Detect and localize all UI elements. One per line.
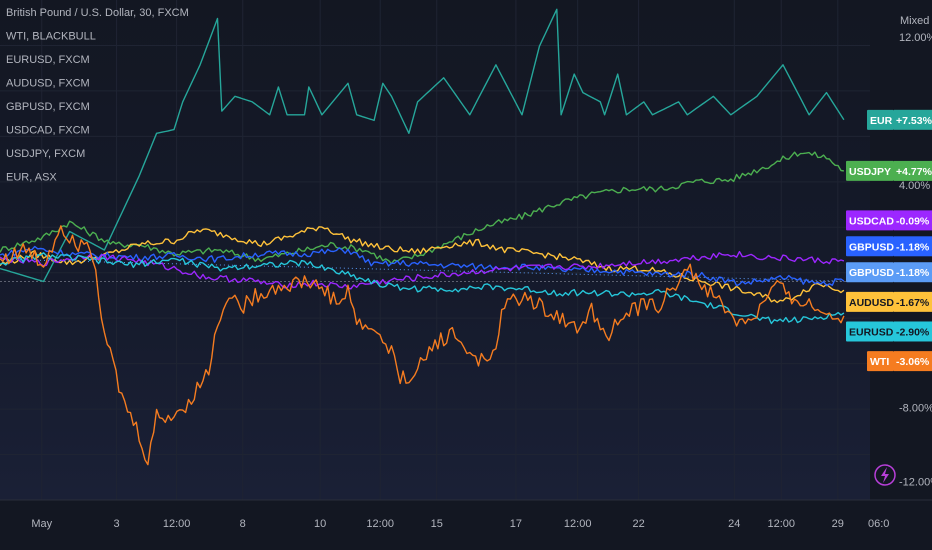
x-tick-label[interactable]: 12:00: [366, 518, 394, 530]
y-tick-label[interactable]: 4.00%: [899, 180, 930, 192]
price-tag-value: -1.67%: [896, 297, 930, 309]
price-tag[interactable]: AUDUSD -1.67%: [846, 291, 932, 312]
price-tag-value: +4.77%: [896, 166, 932, 178]
price-tag-label: WTI: [870, 356, 889, 368]
price-tag-label-bg: [846, 160, 894, 181]
price-tag[interactable]: GBPUSD -1.18%: [846, 236, 932, 257]
price-tag-label: AUDUSD: [849, 297, 894, 309]
legend-item[interactable]: USDJPY, FXCM: [6, 148, 85, 160]
price-tag-label: USDJPY: [849, 166, 891, 178]
price-tag-value-bg: [894, 109, 932, 130]
price-tag-value: -2.90%: [896, 326, 930, 338]
price-tag-label-bg: [867, 109, 894, 130]
series-line-eur: [0, 8, 845, 283]
legend-item[interactable]: USDCAD, FXCM: [6, 125, 90, 137]
x-axis[interactable]: May 3 12:00 8 10 12:00 15 17 12:00 22 24 12:00 29 06:…: [31, 518, 889, 530]
price-tag[interactable]: GBPUSD -1.18%: [846, 262, 932, 283]
price-tag-label: GBPUSD: [849, 267, 894, 279]
price-tag[interactable]: EUR +7.53%: [867, 109, 932, 130]
price-tag-label-bg: [867, 351, 894, 372]
price-tag[interactable]: USDJPY +4.77%: [846, 160, 932, 181]
price-tag-label-bg: [846, 291, 894, 312]
x-tick-label[interactable]: 10: [314, 518, 326, 530]
price-tag-label-bg: [846, 262, 894, 283]
price-tag-value-bg: [894, 351, 932, 372]
x-tick-label[interactable]: 3: [114, 518, 120, 530]
price-tag-label: EUR: [870, 115, 893, 127]
price-tag[interactable]: USDCAD -0.09%: [846, 210, 932, 231]
y-tick-label[interactable]: -12.00%: [899, 476, 932, 488]
plot-background: [0, 0, 870, 500]
y-axis[interactable]: 12.00% 4.00% -8.00% -12.00%: [899, 32, 932, 488]
y-tick-label[interactable]: -8.00%: [899, 402, 932, 414]
price-tag-label-bg: [846, 321, 894, 342]
price-tag-label: EURUSD: [849, 326, 894, 338]
x-tick-label[interactable]: 22: [632, 518, 644, 530]
price-tag-label-bg: [846, 236, 894, 257]
price-tag[interactable]: EURUSD -2.90%: [846, 321, 932, 342]
price-tag-value-bg: [894, 291, 932, 312]
x-tick-label[interactable]: 06:0: [868, 518, 889, 530]
x-tick-label[interactable]: May: [31, 518, 52, 530]
price-tag-value-bg: [894, 262, 932, 283]
x-tick-label[interactable]: 12:00: [163, 518, 191, 530]
legend: British Pound / U.S. Dollar, 30, FXCM WTI…: [6, 7, 189, 184]
price-tags: EUR +7.53%USDJPY +4.77%USDCAD -0.09%GBPUSD -…: [846, 109, 932, 372]
price-tag-label: GBPUSD: [849, 241, 894, 253]
series-line-audusd: [0, 226, 845, 304]
series-layer: [0, 8, 845, 466]
price-tag-label: USDCAD: [849, 215, 894, 227]
price-tag-value: -0.09%: [896, 215, 930, 227]
legend-item[interactable]: EUR, ASX: [6, 172, 57, 184]
legend-item[interactable]: GBPUSD, FXCM: [6, 101, 90, 113]
lightning-icon[interactable]: [874, 464, 896, 486]
price-tag-value-bg: [894, 160, 932, 181]
legend-item[interactable]: AUDUSD, FXCM: [6, 78, 90, 90]
price-tag-value: -3.06%: [896, 356, 930, 368]
x-tick-label[interactable]: 24: [728, 518, 740, 530]
x-tick-label[interactable]: 17: [510, 518, 522, 530]
series-line-eurusd: [0, 252, 845, 325]
price-tag-value: +7.53%: [896, 115, 932, 127]
price-tag-value: -1.18%: [896, 241, 930, 253]
scale-mode-label[interactable]: Mixed: [900, 15, 929, 27]
series-line-wti: [0, 225, 845, 466]
price-tag[interactable]: WTI -3.06%: [867, 351, 932, 372]
x-tick-label[interactable]: 8: [240, 518, 246, 530]
price-tag-value-bg: [894, 236, 932, 257]
legend-item[interactable]: British Pound / U.S. Dollar, 30, FXCM: [6, 7, 189, 19]
y-tick-label[interactable]: 12.00%: [899, 32, 932, 44]
price-tag-value: -1.18%: [896, 267, 930, 279]
price-tag-value-bg: [894, 210, 932, 231]
price-tag-value-bg: [894, 321, 932, 342]
price-tag-label-bg: [846, 210, 894, 231]
x-tick-label[interactable]: 29: [832, 518, 844, 530]
x-tick-label[interactable]: 15: [431, 518, 443, 530]
legend-item[interactable]: EURUSD, FXCM: [6, 54, 90, 66]
x-tick-label[interactable]: 12:00: [767, 518, 795, 530]
series-line-usdcad: [0, 250, 845, 290]
x-tick-label[interactable]: 12:00: [564, 518, 592, 530]
legend-item[interactable]: WTI, BLACKBULL: [6, 31, 96, 43]
